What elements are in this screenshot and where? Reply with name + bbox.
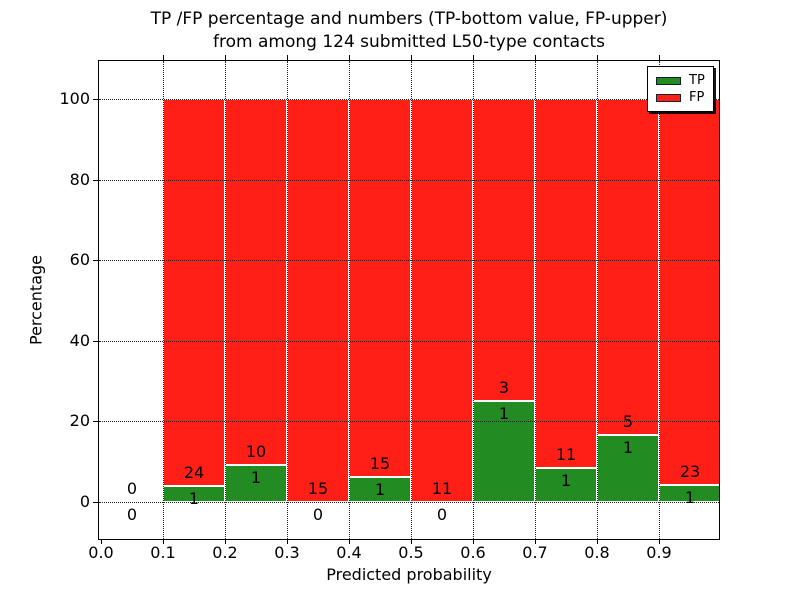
tp-count-label: 1 (560, 471, 572, 491)
x-tick-mark-top (225, 55, 226, 60)
y-tick-label: 40 (69, 330, 90, 350)
bar-segment-fp (411, 99, 473, 502)
x-tick-label: 0.6 (460, 543, 486, 562)
x-tick-label: 0.4 (336, 543, 362, 562)
x-tick-label: 0.1 (150, 543, 176, 562)
legend-item-tp: TP (656, 72, 705, 89)
x-tick-mark (287, 539, 288, 544)
y-tick-label: 20 (69, 411, 90, 431)
tp-count-label: 1 (622, 437, 634, 457)
y-tick-mark (93, 502, 98, 503)
fp-count-label: 0 (126, 479, 138, 498)
fp-count-label: 5 (622, 411, 634, 431)
x-tick-mark (101, 539, 102, 544)
y-tick-mark (93, 99, 98, 100)
chart-title-line1: TP /FP percentage and numbers (TP-bottom… (150, 9, 668, 29)
chart-title: TP /FP percentage and numbers (TP-bottom… (98, 8, 720, 54)
fp-count-label: 24 (183, 462, 205, 482)
fp-count-label: 11 (431, 479, 453, 498)
x-tick-mark (411, 539, 412, 544)
bar-segment-fp (535, 99, 597, 469)
x-tick-mark-top (535, 55, 536, 60)
bar-segment-fp (225, 99, 287, 466)
fp-count-label: 15 (307, 479, 329, 498)
y-tick-mark (93, 179, 98, 181)
x-tick-label: 0.7 (522, 543, 548, 562)
fp-count-label: 3 (498, 378, 510, 398)
x-tick-mark-top (411, 55, 412, 60)
fp-count-label: 23 (679, 462, 701, 482)
tp-count-label: 0 (436, 505, 448, 524)
bar-segment-fp (659, 99, 719, 486)
legend-label-tp: TP (689, 73, 705, 88)
x-tick-label: 0.2 (212, 543, 238, 562)
tp-count-label: 0 (312, 505, 324, 524)
x-tick-mark-top (349, 55, 350, 60)
x-tick-label: 0.3 (274, 543, 300, 562)
x-tick-label: 0.9 (646, 543, 672, 562)
fp-count-label: 11 (555, 445, 577, 465)
tp-count-label: 1 (684, 488, 696, 508)
bar-segment-tp (225, 465, 287, 502)
y-tick-label: 100 (59, 89, 90, 108)
fp-count-label: 15 (369, 453, 391, 473)
x-tick-label: 0.0 (88, 543, 114, 562)
y-tick-mark (93, 260, 98, 262)
x-axis-label: Predicted probability (326, 565, 492, 584)
y-tick-mark (93, 421, 98, 423)
x-tick-mark-top (597, 55, 598, 60)
tp-count-label: 1 (188, 488, 200, 508)
y-tick-label: 60 (69, 250, 90, 270)
x-tick-mark-top (473, 55, 474, 60)
bar-segment-fp (349, 99, 411, 477)
plot-area: 0 0 24 1 10 1 15 0 15 1 11 0 3 1 11 1 5 1 23 1 (98, 60, 720, 540)
x-tick-mark (535, 539, 536, 544)
bar-segment-fp (597, 99, 659, 435)
bar-segment-tp (473, 401, 535, 502)
x-tick-mark (163, 539, 164, 544)
x-tick-label: 0.5 (398, 543, 424, 562)
fp-color-swatch (656, 93, 681, 102)
legend-item-fp: FP (656, 89, 705, 106)
tp-count-label: 0 (126, 505, 138, 524)
tp-count-label: 1 (250, 468, 262, 488)
bar-segment-fp (163, 99, 225, 486)
x-tick-mark-top (163, 55, 164, 60)
legend-label-fp: FP (689, 90, 705, 105)
tp-color-swatch (656, 76, 681, 85)
x-tick-mark (225, 539, 226, 544)
y-tick-label: 0 (79, 492, 90, 511)
y-tick-mark (93, 340, 98, 342)
legend: TP FP (647, 66, 714, 112)
x-tick-mark (473, 539, 474, 544)
x-tick-mark (659, 539, 660, 544)
bar-segment-fp (473, 99, 535, 402)
x-tick-label: 0.8 (584, 543, 610, 562)
tp-count-label: 1 (498, 404, 510, 424)
bar-segment-tp (349, 476, 411, 502)
y-tick-label: 80 (69, 169, 90, 189)
fp-count-label: 10 (245, 442, 267, 462)
chart-title-line2: from among 124 submitted L50-type contac… (213, 32, 605, 52)
x-tick-mark (597, 539, 598, 544)
x-tick-mark (349, 539, 350, 544)
bar-segment-fp (287, 99, 349, 502)
tp-count-label: 1 (374, 479, 386, 499)
x-tick-mark-top (659, 55, 660, 60)
x-tick-mark-top (287, 55, 288, 60)
